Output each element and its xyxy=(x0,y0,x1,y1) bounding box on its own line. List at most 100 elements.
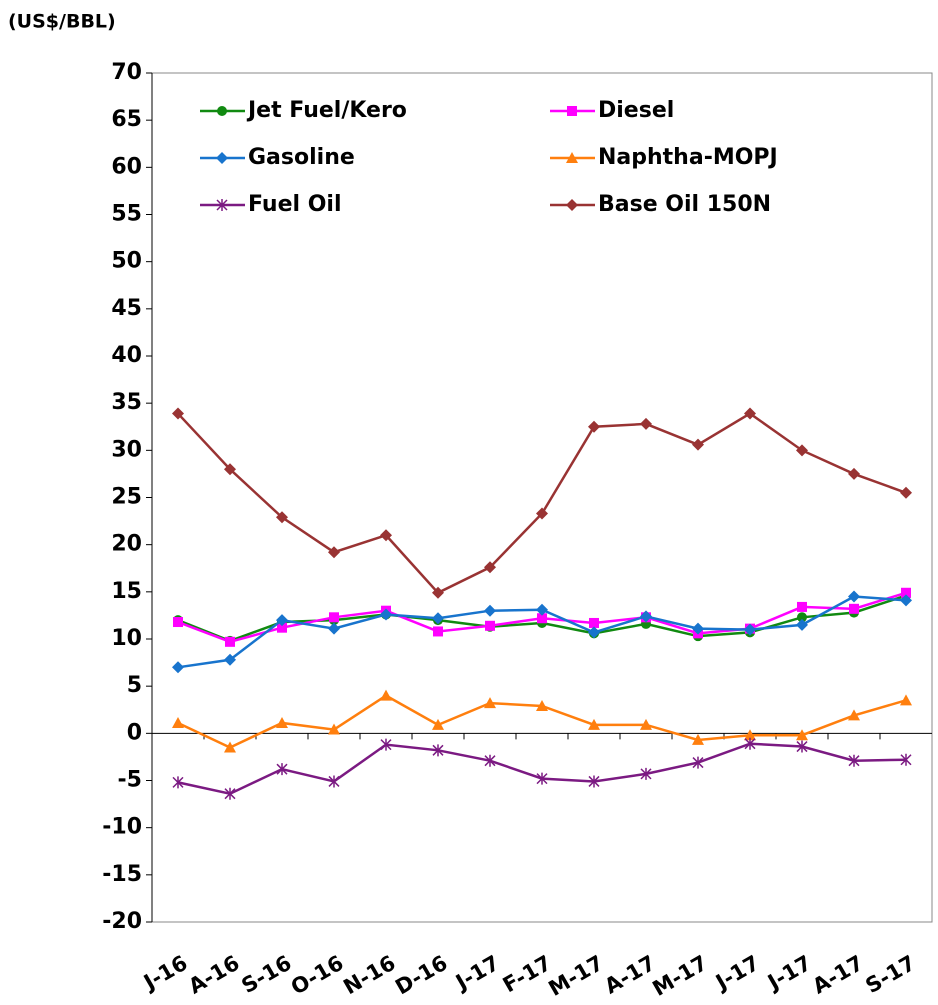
y-tick-label: 35 xyxy=(111,390,142,415)
marker xyxy=(172,661,184,674)
legend-marker xyxy=(567,106,577,116)
marker xyxy=(537,613,547,624)
marker xyxy=(796,729,808,741)
marker xyxy=(380,608,392,621)
marker xyxy=(484,697,496,709)
marker xyxy=(432,612,444,625)
marker xyxy=(329,612,339,623)
marker xyxy=(172,776,184,789)
marker xyxy=(536,772,548,785)
x-tick-label: J-17 xyxy=(450,951,503,996)
marker xyxy=(796,740,808,753)
y-tick-label: 65 xyxy=(111,107,142,132)
marker xyxy=(692,438,704,451)
y-tick-label: 50 xyxy=(111,249,142,274)
marker xyxy=(588,626,600,639)
legend-label: Jet Fuel/Kero xyxy=(246,98,407,123)
marker xyxy=(901,587,911,598)
marker xyxy=(172,716,184,728)
marker xyxy=(796,618,808,631)
marker xyxy=(640,610,652,623)
marker xyxy=(536,507,548,520)
legend-label: Base Oil 150N xyxy=(598,192,771,217)
marker xyxy=(744,623,756,636)
marker xyxy=(640,718,652,730)
marker xyxy=(796,444,808,457)
marker xyxy=(848,754,860,767)
y-tick-label: 15 xyxy=(111,579,142,604)
marker xyxy=(848,467,860,480)
marker xyxy=(589,617,599,628)
marker xyxy=(277,622,287,633)
marker xyxy=(900,753,912,766)
x-tick-label: D-16 xyxy=(391,951,451,1000)
y-tick-label: 70 xyxy=(111,60,142,85)
marker xyxy=(172,407,184,420)
marker xyxy=(848,590,860,603)
marker xyxy=(276,716,288,728)
series-line xyxy=(177,412,907,595)
marker xyxy=(692,733,704,745)
marker xyxy=(224,463,236,476)
marker xyxy=(484,604,496,617)
marker xyxy=(328,546,340,559)
marker xyxy=(432,586,444,599)
marker xyxy=(276,511,288,524)
marker xyxy=(276,763,288,776)
marker xyxy=(900,594,912,607)
x-tick-label: N-16 xyxy=(339,951,399,1000)
marker xyxy=(640,767,652,780)
marker xyxy=(536,603,548,616)
legend-label: Naphtha-MOPJ xyxy=(598,145,778,170)
marker xyxy=(744,729,756,741)
legend-marker xyxy=(217,106,227,116)
marker xyxy=(432,744,444,757)
marker xyxy=(588,775,600,788)
x-tick-label: F-17 xyxy=(499,951,556,998)
marker xyxy=(900,486,912,499)
marker xyxy=(485,620,495,631)
marker xyxy=(224,787,236,800)
y-tick-label: 55 xyxy=(111,202,142,227)
y-tick-label: 45 xyxy=(111,296,142,321)
x-tick-label: A-17 xyxy=(601,951,660,999)
y-axis-label: (US$/BBL) xyxy=(8,11,116,33)
marker xyxy=(484,754,496,767)
legend-marker xyxy=(566,152,578,163)
y-tick-label: 5 xyxy=(127,673,142,698)
legend-label: Diesel xyxy=(598,98,674,123)
y-tick-label: -10 xyxy=(102,815,142,840)
marker xyxy=(224,741,236,753)
marker xyxy=(328,775,340,788)
x-tick-label: M-17 xyxy=(545,951,608,1001)
marker xyxy=(224,653,236,666)
y-tick-label: -20 xyxy=(102,909,142,934)
marker xyxy=(797,601,807,612)
marker xyxy=(536,699,548,711)
marker xyxy=(744,407,756,420)
x-tick-label: A-17 xyxy=(809,951,868,999)
marker xyxy=(692,756,704,769)
marker xyxy=(225,636,235,647)
legend-marker xyxy=(566,199,578,211)
marker xyxy=(432,718,444,730)
marker xyxy=(380,689,392,701)
y-tick-label: 30 xyxy=(111,437,142,462)
y-tick-label: 60 xyxy=(111,154,142,179)
x-tick-label: A-16 xyxy=(185,951,244,999)
x-tick-label: J-17 xyxy=(710,951,763,996)
y-tick-label: 20 xyxy=(111,532,142,557)
marker xyxy=(433,626,443,637)
x-tick-label: J-17 xyxy=(762,951,815,996)
marker xyxy=(380,529,392,542)
marker xyxy=(848,709,860,721)
x-tick-label: S-16 xyxy=(238,951,296,998)
x-tick-label: J-16 xyxy=(138,951,191,996)
y-tick-label: 10 xyxy=(111,626,142,651)
legend-marker xyxy=(216,152,228,164)
marker xyxy=(276,614,288,627)
marker xyxy=(849,603,859,614)
marker xyxy=(744,737,756,750)
legend-label: Fuel Oil xyxy=(248,192,342,217)
